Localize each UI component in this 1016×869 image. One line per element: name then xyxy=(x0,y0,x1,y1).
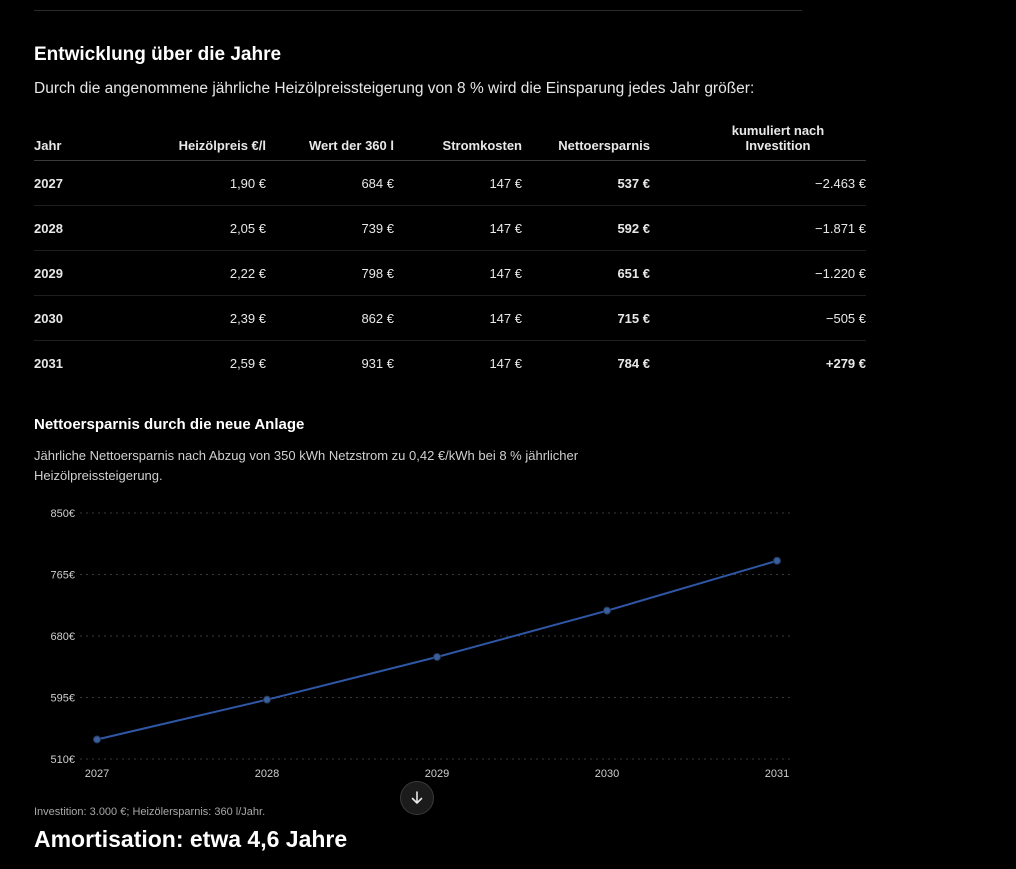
y-tick-label: 680€ xyxy=(51,631,75,643)
cell-cumulative: −505 € xyxy=(650,295,866,341)
cell-oil-value: 684 € xyxy=(266,160,394,206)
section-intro: Durch die angenommene jährliche Heizölpr… xyxy=(34,80,755,97)
header-net-savings: Nettoersparnis xyxy=(522,113,650,161)
net-savings-line-chart: 510€ 595€ 680€ 765€ 850€ 2027 2028 2029 2030 2031 xyxy=(51,508,790,780)
y-tick-label: 850€ xyxy=(51,508,75,520)
y-tick-label: 765€ xyxy=(51,570,75,582)
cell-cumulative: −1.220 € xyxy=(650,250,866,296)
cell-oil-value: 739 € xyxy=(266,205,394,251)
x-tick-label: 2029 xyxy=(425,768,449,780)
x-tick-label: 2031 xyxy=(765,768,789,780)
cell-year: 2030 xyxy=(34,295,126,341)
cell-net-savings: 784 € xyxy=(617,355,650,371)
cell-cumulative: −2.463 € xyxy=(650,160,866,206)
cell-oil-value: 798 € xyxy=(266,250,394,296)
cell-year: 2027 xyxy=(34,160,126,206)
data-point xyxy=(773,556,781,565)
chart-footnote: Investition: 3.000 €; Heizölersparnis: 3… xyxy=(34,806,266,818)
data-point xyxy=(603,606,611,615)
cell-oil-value: 931 € xyxy=(361,355,394,371)
cell-power-cost: 147 € xyxy=(394,295,522,341)
cell-power-cost: 147 € xyxy=(394,205,522,251)
cell-year: 2028 xyxy=(34,205,126,251)
table-row: 2030 2,39 € 862 € 147 € 715 € −505 € xyxy=(34,295,866,341)
table-row: 2028 2,05 € 739 € 147 € 592 € −1.871 € xyxy=(34,205,866,251)
data-point xyxy=(433,652,441,661)
cell-power-cost: 147 € xyxy=(394,250,522,296)
header-cumulative: kumuliert nach Investition xyxy=(650,113,866,161)
cell-year: 2029 xyxy=(34,250,126,296)
section-title: Entwicklung über die Jahre xyxy=(34,44,282,65)
cell-cumulative: −1.871 € xyxy=(650,205,866,251)
header-power-cost: Stromkosten xyxy=(394,113,522,161)
arrow-down-icon xyxy=(411,791,423,804)
chart-description: Jährliche Nettoersparnis nach Abzug von … xyxy=(34,448,579,483)
table-row: 2027 1,90 € 684 € 147 € 537 € −2.463 € xyxy=(34,160,866,206)
scroll-down-button[interactable] xyxy=(400,781,434,815)
cell-oil-price: 2,59 € xyxy=(229,355,266,371)
table-row: 2031 2,59 € 931 € 147 € 784 € +279 € xyxy=(34,341,866,386)
cell-net-savings: 592 € xyxy=(522,205,650,251)
cell-oil-value: 862 € xyxy=(266,295,394,341)
savings-table: Jahr Heizölpreis €/l Wert der 360 l Stro… xyxy=(34,113,866,385)
x-tick-label: 2027 xyxy=(85,768,109,780)
amortisation-heading: Amortisation: etwa 4,6 Jahre xyxy=(34,826,348,852)
table-header-row: Jahr Heizölpreis €/l Wert der 360 l Stro… xyxy=(34,113,866,161)
data-point xyxy=(93,735,101,744)
cell-oil-price: 2,05 € xyxy=(126,205,266,251)
cell-oil-price: 2,22 € xyxy=(126,250,266,296)
data-point xyxy=(263,695,271,704)
y-tick-label: 595€ xyxy=(51,693,75,705)
cell-oil-price: 1,90 € xyxy=(126,160,266,206)
cell-net-savings: 651 € xyxy=(522,250,650,296)
cell-net-savings: 537 € xyxy=(522,160,650,206)
x-tick-label: 2028 xyxy=(255,768,279,780)
header-year: Jahr xyxy=(34,113,126,161)
table-row: 2029 2,22 € 798 € 147 € 651 € −1.220 € xyxy=(34,250,866,296)
header-oil-value: Wert der 360 l xyxy=(266,113,394,161)
top-divider xyxy=(34,10,802,11)
cell-power-cost: 147 € xyxy=(394,160,522,206)
header-oil-price: Heizölpreis €/l xyxy=(126,113,266,161)
cell-year: 2031 xyxy=(34,355,63,371)
cell-oil-price: 2,39 € xyxy=(126,295,266,341)
cell-net-savings: 715 € xyxy=(522,295,650,341)
series-line xyxy=(96,559,778,741)
cell-power-cost: 147 € xyxy=(489,355,522,371)
x-tick-label: 2030 xyxy=(595,768,619,780)
cell-cumulative: +279 € xyxy=(825,355,866,371)
chart-title: Nettoersparnis durch die neue Anlage xyxy=(34,416,305,433)
y-tick-label: 510€ xyxy=(51,754,75,766)
